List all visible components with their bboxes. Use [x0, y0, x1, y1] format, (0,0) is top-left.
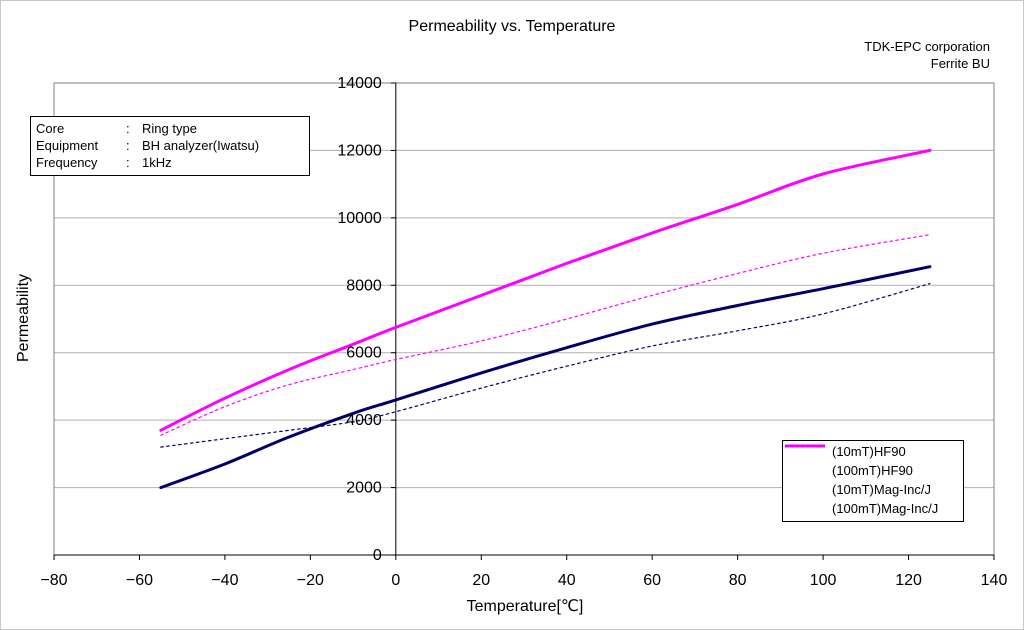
legend-item: (100mT)Mag-Inc/J	[783, 445, 963, 518]
legend-label: (10mT)HF90	[832, 444, 906, 459]
series-line	[159, 148, 932, 432]
legend-item: (10mT)Mag-Inc/J	[783, 445, 963, 499]
legend-swatch	[785, 444, 830, 476]
x-tick-label: 80	[729, 572, 747, 589]
legend-swatch	[785, 445, 830, 514]
legend-label: (100mT)Mag-Inc/J	[832, 501, 939, 516]
company-line-2: Ferrite BU	[930, 56, 990, 71]
info-value: 1kHz	[142, 155, 172, 170]
company-line-1: TDK-EPC corporation	[864, 39, 990, 54]
x-tick-label: −60	[126, 572, 153, 589]
legend-label: (100mT)HF90	[832, 463, 913, 478]
y-tick-label: 12000	[337, 142, 382, 159]
legend-label: (10mT)Mag-Inc/J	[832, 482, 931, 497]
series-line	[159, 265, 932, 490]
info-row-frequency: Frequency : 1kHz	[36, 154, 309, 171]
info-key: Equipment	[36, 138, 99, 153]
series-line	[160, 283, 931, 448]
x-tick-label: 100	[810, 572, 837, 589]
chart-title: Permeability vs. Temperature	[408, 18, 616, 35]
legend-swatch	[785, 445, 830, 495]
tick-labels: 0 2000 4000 6000 8000 10000 12000 14000 −80 −60 −4…	[40, 75, 1007, 589]
x-tick-label: 40	[558, 572, 576, 589]
x-tick-label: −80	[40, 572, 67, 589]
info-separator: :	[126, 121, 130, 136]
y-tick-label: 6000	[346, 345, 382, 362]
y-tick-label: 10000	[337, 210, 382, 227]
company-label: TDK-EPC corporation Ferrite BU	[864, 38, 990, 72]
info-key: Core	[36, 121, 65, 136]
legend-item: (100mT)HF90	[783, 444, 963, 480]
grid-lines	[54, 149, 994, 489]
x-tick-label: 140	[981, 572, 1008, 589]
series-lines	[159, 148, 932, 490]
info-key: Frequency	[36, 155, 98, 170]
x-tick-label: −20	[297, 572, 324, 589]
x-tick-label: 120	[895, 572, 922, 589]
y-tick-label: 8000	[346, 277, 382, 294]
info-row-core: Core : Ring type	[36, 120, 309, 137]
x-axis-label: Temperature[℃]	[466, 598, 584, 615]
info-row-equipment: Equipment : BH analyzer(Iwatsu)	[36, 137, 309, 154]
y-tick-label: 2000	[346, 480, 382, 497]
x-tick-label: 0	[391, 572, 400, 589]
x-tick-label: −40	[211, 572, 238, 589]
info-separator: :	[126, 155, 130, 170]
axes	[53, 82, 995, 560]
legend: (10mT)HF90 (100mT)HF90 (10mT)Mag-Inc/J (…	[782, 440, 964, 522]
y-axis-label: Permeability	[15, 273, 32, 363]
info-value: BH analyzer(Iwatsu)	[142, 138, 260, 153]
y-tick-label: 0	[373, 547, 382, 564]
measurement-info-box: Core : Ring type Equipment : BH analyzer…	[30, 116, 310, 176]
x-tick-label: 60	[643, 572, 661, 589]
y-tick-label: 14000	[337, 75, 382, 92]
info-value: Ring type	[142, 121, 197, 136]
series-line	[160, 234, 931, 436]
info-separator: :	[126, 138, 130, 153]
x-tick-label: 20	[472, 572, 490, 589]
y-tick-label: 4000	[346, 412, 382, 429]
